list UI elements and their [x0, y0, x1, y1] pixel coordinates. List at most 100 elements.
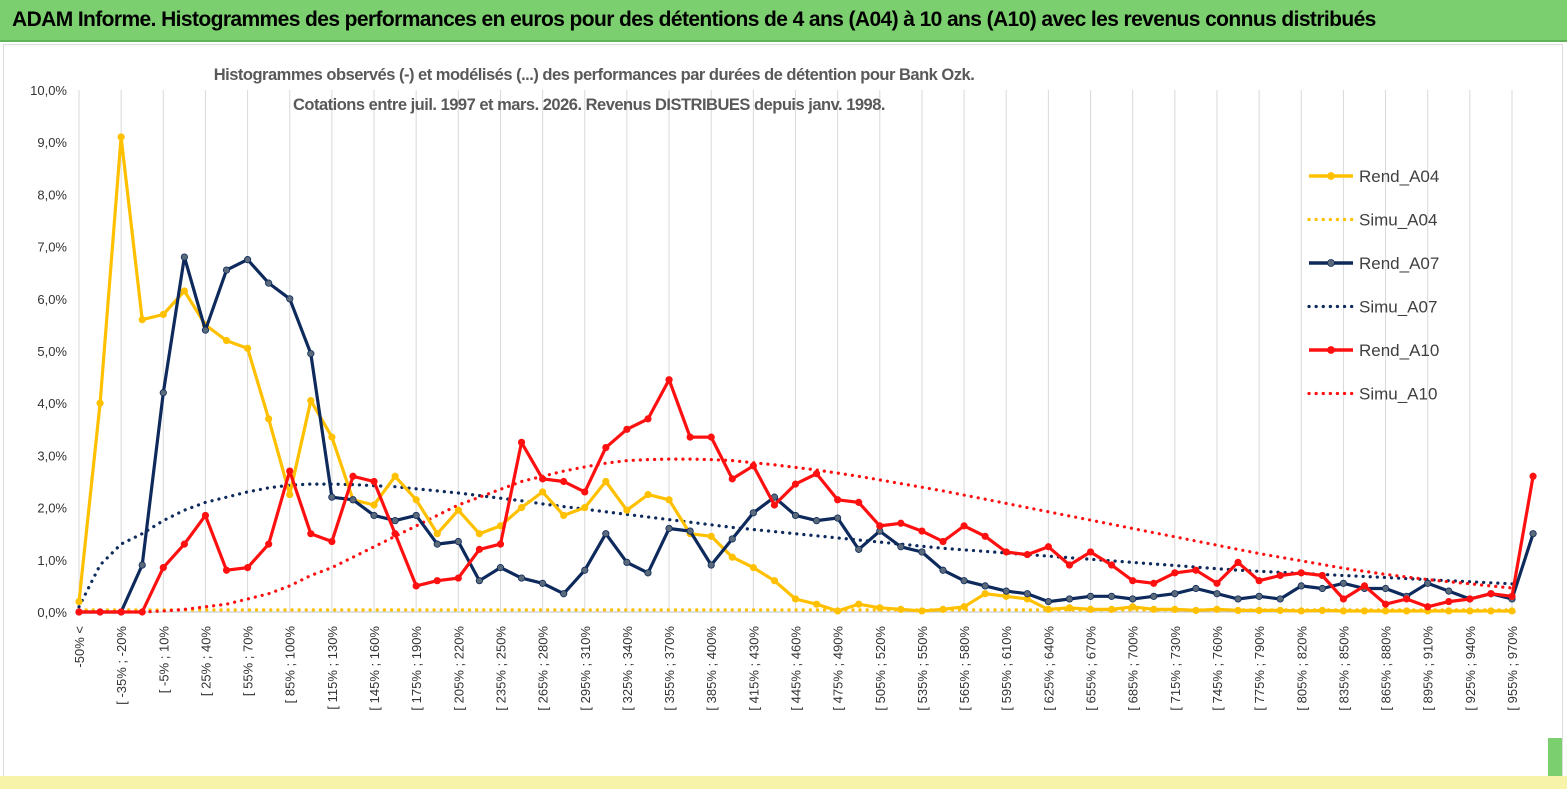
data-point: [412, 496, 420, 504]
data-point: [1086, 592, 1095, 600]
data-point: [539, 488, 547, 496]
data-point: [623, 425, 631, 433]
data-point: [1445, 607, 1453, 615]
data-point: [1424, 603, 1432, 611]
data-point: [644, 490, 652, 499]
data-point: [1192, 566, 1200, 574]
x-tick-label: [ 595% ; 610%: [999, 626, 1014, 711]
data-point: [960, 522, 968, 530]
performance-histogram-chart: 0,0% 1,0% 2,0% 3,0% 4,0% 5,0% 6,0% 7,0% 8,0% 9,0%…: [30, 66, 1537, 711]
legend-marker: [1327, 259, 1335, 267]
data-point: [644, 569, 652, 577]
data-point: [1529, 530, 1537, 538]
data-point: [855, 498, 863, 506]
legend-label: Simu_A04: [1359, 211, 1437, 230]
y-tick-label: 5,0%: [37, 344, 67, 359]
data-point: [1297, 582, 1305, 590]
data-point: [749, 509, 757, 517]
data-point: [1297, 607, 1305, 615]
x-tick-label: [ 565% ; 580%: [957, 626, 972, 711]
data-point: [1086, 548, 1095, 556]
data-point: [265, 540, 273, 548]
data-point: [433, 540, 441, 548]
data-point: [939, 566, 947, 574]
data-point: [1171, 605, 1179, 613]
data-point: [1065, 561, 1074, 569]
x-tick-label: [ 895% ; 910%: [1421, 626, 1436, 711]
data-point: [138, 561, 146, 569]
data-point: [96, 608, 104, 616]
data-point: [686, 433, 694, 441]
data-point: [897, 605, 905, 613]
data-point: [243, 564, 252, 572]
y-tick-label: 1,0%: [37, 553, 67, 568]
data-point: [1234, 606, 1242, 615]
chart-area: 0,0% 1,0% 2,0% 3,0% 4,0% 5,0% 6,0% 7,0% 8,0% 9,0%…: [3, 44, 1563, 784]
data-point: [602, 477, 610, 486]
legend-label: Rend_A10: [1359, 341, 1439, 360]
series-line: [77, 482, 1514, 609]
data-point: [560, 511, 568, 520]
data-point: [370, 501, 378, 509]
y-tick-label: 0,0%: [37, 605, 67, 620]
data-point: [1002, 548, 1010, 556]
data-point: [307, 396, 315, 405]
data-point: [265, 279, 273, 287]
data-point: [1360, 582, 1369, 590]
y-tick-label: 6,0%: [37, 292, 67, 307]
data-point: [433, 577, 441, 585]
data-point: [623, 506, 631, 514]
data-point: [159, 564, 167, 572]
x-tick-label: [ 25% ; 40%: [198, 626, 213, 697]
data-point: [581, 566, 589, 574]
data-point: [560, 477, 568, 486]
data-point: [349, 472, 357, 480]
data-point: [517, 438, 526, 446]
data-point: [180, 253, 188, 261]
data-point: [328, 433, 336, 441]
legend-label: Rend_A04: [1359, 167, 1439, 186]
data-point: [855, 600, 863, 608]
x-tick-label: [ 115% ; 130%: [325, 626, 340, 710]
data-point: [391, 472, 399, 480]
y-tick-label: 9,0%: [37, 135, 67, 150]
chart-title-line1: Histogrammes observés (-) et modélisés (…: [214, 66, 975, 84]
x-tick-label: [ -5% ; 10%: [156, 626, 171, 694]
data-point: [581, 488, 589, 496]
data-point: [412, 511, 420, 520]
data-point: [728, 553, 736, 561]
data-point: [1002, 587, 1010, 595]
data-point: [1044, 597, 1052, 606]
data-point: [539, 579, 547, 587]
x-tick-label: [ 865% ; 880%: [1379, 626, 1394, 711]
data-point: [349, 496, 357, 504]
data-point: [1150, 579, 1158, 587]
data-point: [981, 532, 989, 540]
data-point: [201, 511, 210, 520]
data-point: [602, 443, 610, 452]
data-point: [644, 415, 652, 423]
data-point: [834, 496, 842, 504]
data-point: [391, 517, 399, 525]
data-point: [1466, 607, 1474, 615]
x-tick-label: [ 295% ; 310%: [578, 626, 593, 711]
data-point: [770, 501, 779, 509]
data-point: [1318, 571, 1326, 580]
data-point: [517, 503, 526, 512]
data-point: [560, 590, 568, 598]
data-point: [1108, 605, 1116, 613]
data-point: [1381, 584, 1390, 593]
data-point: [265, 415, 273, 423]
data-point: [897, 519, 905, 527]
data-point: [307, 530, 315, 538]
legend-marker: [1327, 172, 1335, 180]
data-point: [1466, 595, 1474, 603]
y-tick-label: 4,0%: [37, 396, 67, 411]
data-point: [1108, 561, 1116, 569]
x-tick-label: [ 415% ; 430%: [746, 626, 761, 711]
x-tick-label: [ 715% ; 730%: [1168, 626, 1183, 711]
data-point: [117, 608, 125, 616]
data-point: [876, 522, 884, 530]
data-point: [812, 517, 821, 525]
data-point: [1044, 543, 1052, 551]
